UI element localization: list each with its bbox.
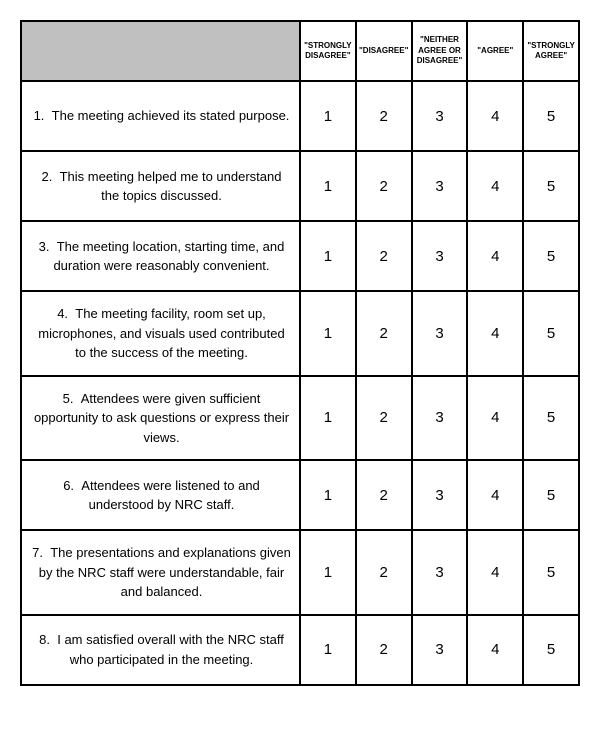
rating-cell[interactable]: 4	[467, 151, 523, 221]
rating-cell[interactable]: 5	[523, 376, 579, 461]
question-number: 1.	[34, 108, 45, 123]
question-number: 2.	[42, 169, 53, 184]
survey-body: 1. The meeting achieved its stated purpo…	[21, 81, 579, 685]
rating-cell[interactable]: 3	[412, 615, 468, 685]
question-text: This meeting helped me to understand the…	[60, 169, 282, 204]
rating-cell[interactable]: 1	[300, 615, 356, 685]
rating-cell[interactable]: 2	[356, 376, 412, 461]
rating-cell[interactable]: 4	[467, 615, 523, 685]
question-cell: 4. The meeting facility, room set up, mi…	[21, 291, 300, 376]
question-text: The meeting achieved its stated purpose.	[52, 108, 290, 123]
table-row: 4. The meeting facility, room set up, mi…	[21, 291, 579, 376]
table-row: 6. Attendees were listened to and unders…	[21, 460, 579, 530]
header-neither: "NEITHER AGREE OR DISAGREE"	[412, 21, 468, 81]
rating-cell[interactable]: 3	[412, 151, 468, 221]
question-text: The meeting facility, room set up, micro…	[38, 306, 284, 360]
rating-cell[interactable]: 1	[300, 81, 356, 151]
table-row: 1. The meeting achieved its stated purpo…	[21, 81, 579, 151]
rating-cell[interactable]: 1	[300, 530, 356, 615]
rating-cell[interactable]: 4	[467, 221, 523, 291]
table-row: 5. Attendees were given sufficient oppor…	[21, 376, 579, 461]
rating-cell[interactable]: 1	[300, 221, 356, 291]
question-text: Attendees were listened to and understoo…	[81, 478, 260, 513]
question-number: 6.	[63, 478, 74, 493]
table-row: 7. The presentations and explanations gi…	[21, 530, 579, 615]
question-text: The meeting location, starting time, and…	[53, 239, 284, 274]
question-number: 4.	[57, 306, 68, 321]
rating-cell[interactable]: 3	[412, 530, 468, 615]
question-text: I am satisfied overall with the NRC staf…	[57, 632, 284, 667]
header-row: "STRONGLY DISAGREE" "DISAGREE" "NEITHER …	[21, 21, 579, 81]
rating-cell[interactable]: 4	[467, 81, 523, 151]
rating-cell[interactable]: 3	[412, 221, 468, 291]
question-cell: 8. I am satisfied overall with the NRC s…	[21, 615, 300, 685]
rating-cell[interactable]: 2	[356, 221, 412, 291]
header-strongly-agree: "STRONGLY AGREE"	[523, 21, 579, 81]
rating-cell[interactable]: 1	[300, 460, 356, 530]
rating-cell[interactable]: 5	[523, 615, 579, 685]
rating-cell[interactable]: 5	[523, 291, 579, 376]
table-row: 3. The meeting location, starting time, …	[21, 221, 579, 291]
table-row: 2. This meeting helped me to understand …	[21, 151, 579, 221]
rating-cell[interactable]: 2	[356, 81, 412, 151]
question-text: Attendees were given sufficient opportun…	[34, 391, 289, 445]
rating-cell[interactable]: 2	[356, 615, 412, 685]
header-agree: "AGREE"	[467, 21, 523, 81]
rating-cell[interactable]: 3	[412, 376, 468, 461]
question-number: 7.	[32, 545, 43, 560]
rating-cell[interactable]: 1	[300, 376, 356, 461]
header-disagree: "DISAGREE"	[356, 21, 412, 81]
rating-cell[interactable]: 3	[412, 291, 468, 376]
question-text: The presentations and explanations given…	[39, 545, 291, 599]
rating-cell[interactable]: 5	[523, 81, 579, 151]
rating-cell[interactable]: 5	[523, 460, 579, 530]
header-blank-cell	[21, 21, 300, 81]
rating-cell[interactable]: 5	[523, 221, 579, 291]
rating-cell[interactable]: 2	[356, 530, 412, 615]
question-cell: 3. The meeting location, starting time, …	[21, 221, 300, 291]
rating-cell[interactable]: 2	[356, 151, 412, 221]
rating-cell[interactable]: 5	[523, 530, 579, 615]
rating-cell[interactable]: 1	[300, 151, 356, 221]
question-number: 8.	[39, 632, 50, 647]
survey-table: "STRONGLY DISAGREE" "DISAGREE" "NEITHER …	[20, 20, 580, 686]
question-cell: 6. Attendees were listened to and unders…	[21, 460, 300, 530]
rating-cell[interactable]: 4	[467, 460, 523, 530]
question-cell: 5. Attendees were given sufficient oppor…	[21, 376, 300, 461]
table-row: 8. I am satisfied overall with the NRC s…	[21, 615, 579, 685]
rating-cell[interactable]: 3	[412, 81, 468, 151]
header-strongly-disagree: "STRONGLY DISAGREE"	[300, 21, 356, 81]
rating-cell[interactable]: 4	[467, 376, 523, 461]
rating-cell[interactable]: 3	[412, 460, 468, 530]
rating-cell[interactable]: 4	[467, 291, 523, 376]
question-cell: 2. This meeting helped me to understand …	[21, 151, 300, 221]
question-cell: 7. The presentations and explanations gi…	[21, 530, 300, 615]
rating-cell[interactable]: 2	[356, 460, 412, 530]
rating-cell[interactable]: 2	[356, 291, 412, 376]
rating-cell[interactable]: 1	[300, 291, 356, 376]
rating-cell[interactable]: 4	[467, 530, 523, 615]
question-number: 3.	[39, 239, 50, 254]
rating-cell[interactable]: 5	[523, 151, 579, 221]
question-cell: 1. The meeting achieved its stated purpo…	[21, 81, 300, 151]
question-number: 5.	[63, 391, 74, 406]
